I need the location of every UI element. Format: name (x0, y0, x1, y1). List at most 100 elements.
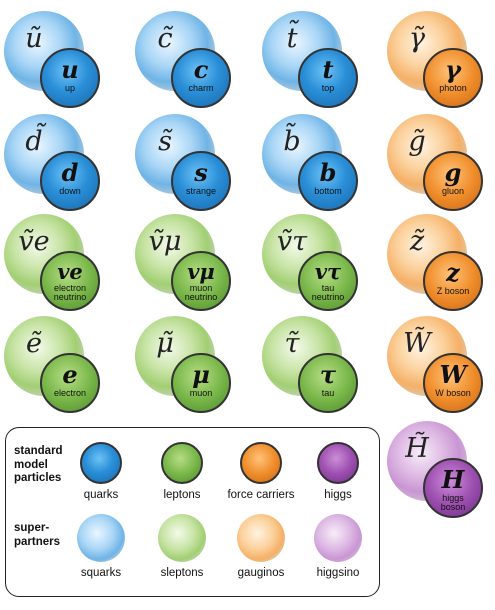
legend-label: gauginos (237, 567, 285, 579)
legend-item-higgsino: higgsino (293, 514, 383, 579)
particle-name: gluon (441, 186, 465, 196)
superpartner-symbol: ũ (25, 23, 43, 54)
legend-item-squarks: squarks (56, 514, 146, 579)
particle-symbol: vτ (314, 259, 342, 284)
particle-symbol: e (62, 360, 78, 389)
particle-ball: vτ tau neutrino (298, 251, 358, 311)
legend-item-higgs: higgs (293, 442, 383, 501)
legend-item-sleptons: sleptons (137, 514, 227, 579)
particle-symbol: H (441, 465, 465, 494)
particle-name: tau neutrino (311, 283, 345, 303)
superpartner-symbol: H̃ (405, 433, 429, 464)
superpartner-symbol: g̃ (408, 126, 426, 157)
legend-label: higgsino (316, 567, 360, 579)
particle-name: top (321, 83, 335, 93)
superpartner-symbol: b̃ (283, 126, 301, 157)
particle-name: electron neutrino (53, 283, 87, 303)
legend-item-force-carriers: force carriers (216, 442, 306, 501)
particle-photon: γ̃ γ photon (385, 8, 495, 108)
particle-name: strange (185, 186, 217, 196)
legend-label: leptons (163, 489, 201, 501)
particle-strange: s̃ s strange (133, 111, 245, 211)
particle-symbol: γ (445, 55, 461, 84)
particle-name: charm (188, 83, 214, 93)
legend-swatch (77, 514, 125, 562)
superpartner-symbol: d̃ (25, 126, 43, 157)
superpartner-symbol: γ̃ (408, 23, 426, 54)
legend-swatch (317, 442, 359, 484)
particle-charm: c̃ c charm (133, 8, 245, 108)
particle-symbol: b (319, 158, 337, 187)
particle-ball: ve electron neutrino (40, 251, 100, 311)
superpartner-symbol: ṽτ (276, 226, 308, 257)
legend: standard model particles super- partners… (5, 427, 380, 597)
legend-item-leptons: leptons (137, 442, 227, 501)
particle-symbol: s (194, 158, 208, 187)
particle-symbol: τ (319, 360, 337, 389)
particle-ball: e electron (40, 353, 100, 413)
particle-symbol: vμ (187, 259, 215, 284)
particle-symbol: t (322, 55, 334, 84)
particle-name: photon (439, 83, 467, 93)
particle-name: muon neutrino (184, 283, 218, 303)
particle-name: W boson (435, 388, 471, 398)
particle-ball: c charm (171, 48, 231, 108)
particle-ball: d down (40, 151, 100, 211)
particle-symbol: W (439, 360, 467, 389)
particle-name: higgs boson (440, 493, 466, 513)
particle-name: bottom (314, 186, 342, 196)
legend-swatch (237, 514, 285, 562)
particle-symbol: z (446, 258, 460, 287)
superpartner-symbol: t̃ (286, 23, 298, 54)
superpartner-symbol: τ̃ (284, 328, 300, 359)
particle-symbol: d (61, 158, 79, 187)
particle-up: ũ u up (2, 8, 114, 108)
legend-swatch (240, 442, 282, 484)
legend-item-quarks: quarks (56, 442, 146, 501)
particle-tau: τ̃ τ tau (260, 313, 372, 413)
legend-label: sleptons (160, 567, 204, 579)
legend-standard-heading: standard model particles (14, 445, 63, 485)
particle-ball: u up (40, 48, 100, 108)
particle-name: tau (321, 388, 335, 398)
particle-symbol: μ (192, 360, 210, 389)
legend-item-gauginos: gauginos (216, 514, 306, 579)
particle-muon: μ̃ μ muon (133, 313, 245, 413)
particle-top: t̃ t top (260, 8, 372, 108)
legend-label: higgs (324, 489, 352, 501)
legend-swatch (158, 514, 206, 562)
particle-ball: γ photon (423, 48, 483, 108)
particle-ball: vμ muon neutrino (171, 251, 231, 311)
superpartner-symbol: μ̃ (156, 328, 174, 359)
particle-ball: τ tau (298, 353, 358, 413)
legend-label: squarks (80, 567, 122, 579)
particle-muon-neutrino: ṽμ vμ muon neutrino (133, 211, 245, 311)
superpartner-symbol: ṽμ (148, 226, 182, 257)
particle-tau-neutrino: ṽτ vτ tau neutrino (260, 211, 372, 311)
particle-symbol: g (444, 158, 462, 187)
legend-swatch (161, 442, 203, 484)
particle-name: down (59, 186, 81, 196)
particle-name: electron (53, 388, 87, 398)
superpartner-symbol: z̃ (409, 226, 425, 257)
particle-name: muon (189, 388, 213, 398)
particle-gluon: g̃ g gluon (385, 111, 495, 211)
particle-symbol: ve (57, 259, 83, 284)
particle-down: d̃ d down (2, 111, 114, 211)
particle-electron: ẽ e electron (2, 313, 114, 413)
legend-superpartner-heading: super- partners (14, 522, 61, 548)
legend-swatch (314, 514, 362, 562)
particle-symbol: c (193, 55, 209, 84)
particle-ball: μ muon (171, 353, 231, 413)
particle-bottom: b̃ b bottom (260, 111, 372, 211)
particle-ball: s strange (171, 151, 231, 211)
particle-ball: g gluon (423, 151, 483, 211)
legend-label: force carriers (227, 489, 295, 501)
superpartner-symbol: W̃ (403, 328, 431, 359)
particle-ball: b bottom (298, 151, 358, 211)
particle-name: Z boson (436, 286, 470, 296)
legend-label: quarks (83, 489, 119, 501)
